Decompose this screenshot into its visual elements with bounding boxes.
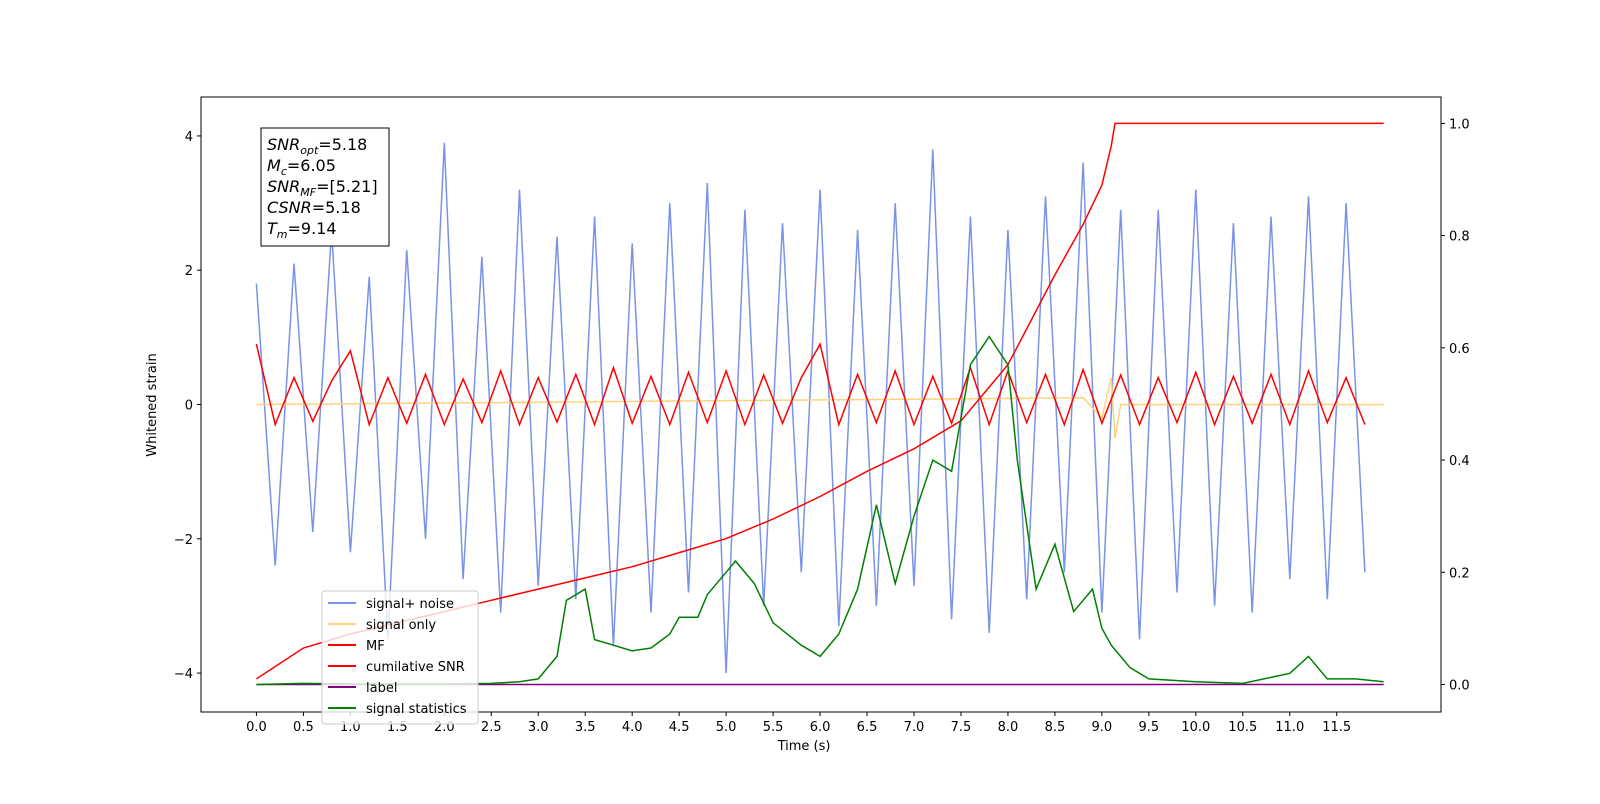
annotation-rest: =5.18 [318,135,367,154]
y-tick-label: 0 [185,399,193,414]
y-tick-label: 4 [185,130,193,145]
x-tick-label: 6.0 [810,720,831,735]
x-tick-label: 5.5 [763,720,784,735]
x-tick-label: 9.0 [1092,720,1113,735]
y-tick-label: −2 [174,533,193,548]
y2-tick-label: 1.0 [1449,117,1470,132]
y-tick-label: −4 [174,667,193,682]
x-tick-label: 7.5 [951,720,972,735]
x-tick-label: 0.0 [246,720,267,735]
series-line [256,335,1384,686]
annotation-line: CSNR=5.18 [267,198,361,217]
legend-label: signal+ noise [366,597,454,612]
x-tick-label: 8.0 [998,720,1019,735]
legend-frame [321,590,479,725]
series-line [255,342,1366,428]
annotation-sub: MF [300,186,316,199]
annotation-rest: =6.05 [287,156,336,175]
y-axis-label: Whitened strain [145,353,160,456]
series-line [255,142,1366,674]
y2-tick-label: 0.4 [1449,454,1470,469]
annotation-rest: =5.18 [312,198,361,217]
annotation-box: SNRopt=5.18Mc=6.05SNRMF=[5.21]CSNR=5.18T… [260,127,390,247]
legend: signal+ noise signal only MF cumilative SNR… [321,590,479,725]
annotation-sub: c [281,165,287,178]
legend-label: signal statistics [366,702,467,717]
y2-tick-label: 0.0 [1449,679,1470,694]
annotation-base: SNR [267,135,300,154]
x-tick-label: 7.0 [904,720,925,735]
series-line [256,377,1384,439]
y2-tick-label: 0.2 [1449,566,1470,581]
legend-label: signal only [366,618,436,633]
annotation-line: Mc=6.05 [267,156,336,178]
legend-label: MF [366,639,385,654]
x-tick-label: 3.0 [528,720,549,735]
annotation-base: CSNR [267,198,312,217]
annotation-line: SNRMF=[5.21] [267,177,378,199]
x-tick-label: 11.0 [1275,720,1304,735]
annotation-line: Tm=9.14 [267,219,337,241]
legend-label: cumilative SNR [366,660,465,675]
x-tick-label: 10.5 [1228,720,1257,735]
x-tick-label: 2.5 [481,720,502,735]
annotation-rest: =9.14 [288,219,337,238]
annotation-base: SNR [267,177,300,196]
annotation-sub: opt [300,144,319,157]
annotation-rest: =[5.21] [316,177,378,196]
legend-label: label [366,681,397,696]
x-tick-label: 4.0 [622,720,643,735]
y-tick-label: 2 [185,264,193,279]
annotation-base: M [267,156,281,175]
x-axis-label: Time (s) [777,739,831,754]
annotation-frame [260,127,390,247]
x-tick-label: 4.5 [669,720,690,735]
x-tick-label: 5.0 [716,720,737,735]
annotation-sub: m [277,228,288,241]
x-tick-label: 9.5 [1139,720,1160,735]
x-tick-label: 8.5 [1045,720,1066,735]
x-tick-label: 6.5 [857,720,878,735]
x-tick-label: 0.5 [293,720,314,735]
x-tick-label: 3.5 [575,720,596,735]
y2-tick-label: 0.8 [1449,230,1470,245]
annotation-base: T [267,219,278,238]
x-tick-label: 10.0 [1181,720,1210,735]
y2-tick-label: 0.6 [1449,342,1470,357]
annotation-line: SNRopt=5.18 [267,135,367,157]
x-tick-label: 11.5 [1322,720,1351,735]
